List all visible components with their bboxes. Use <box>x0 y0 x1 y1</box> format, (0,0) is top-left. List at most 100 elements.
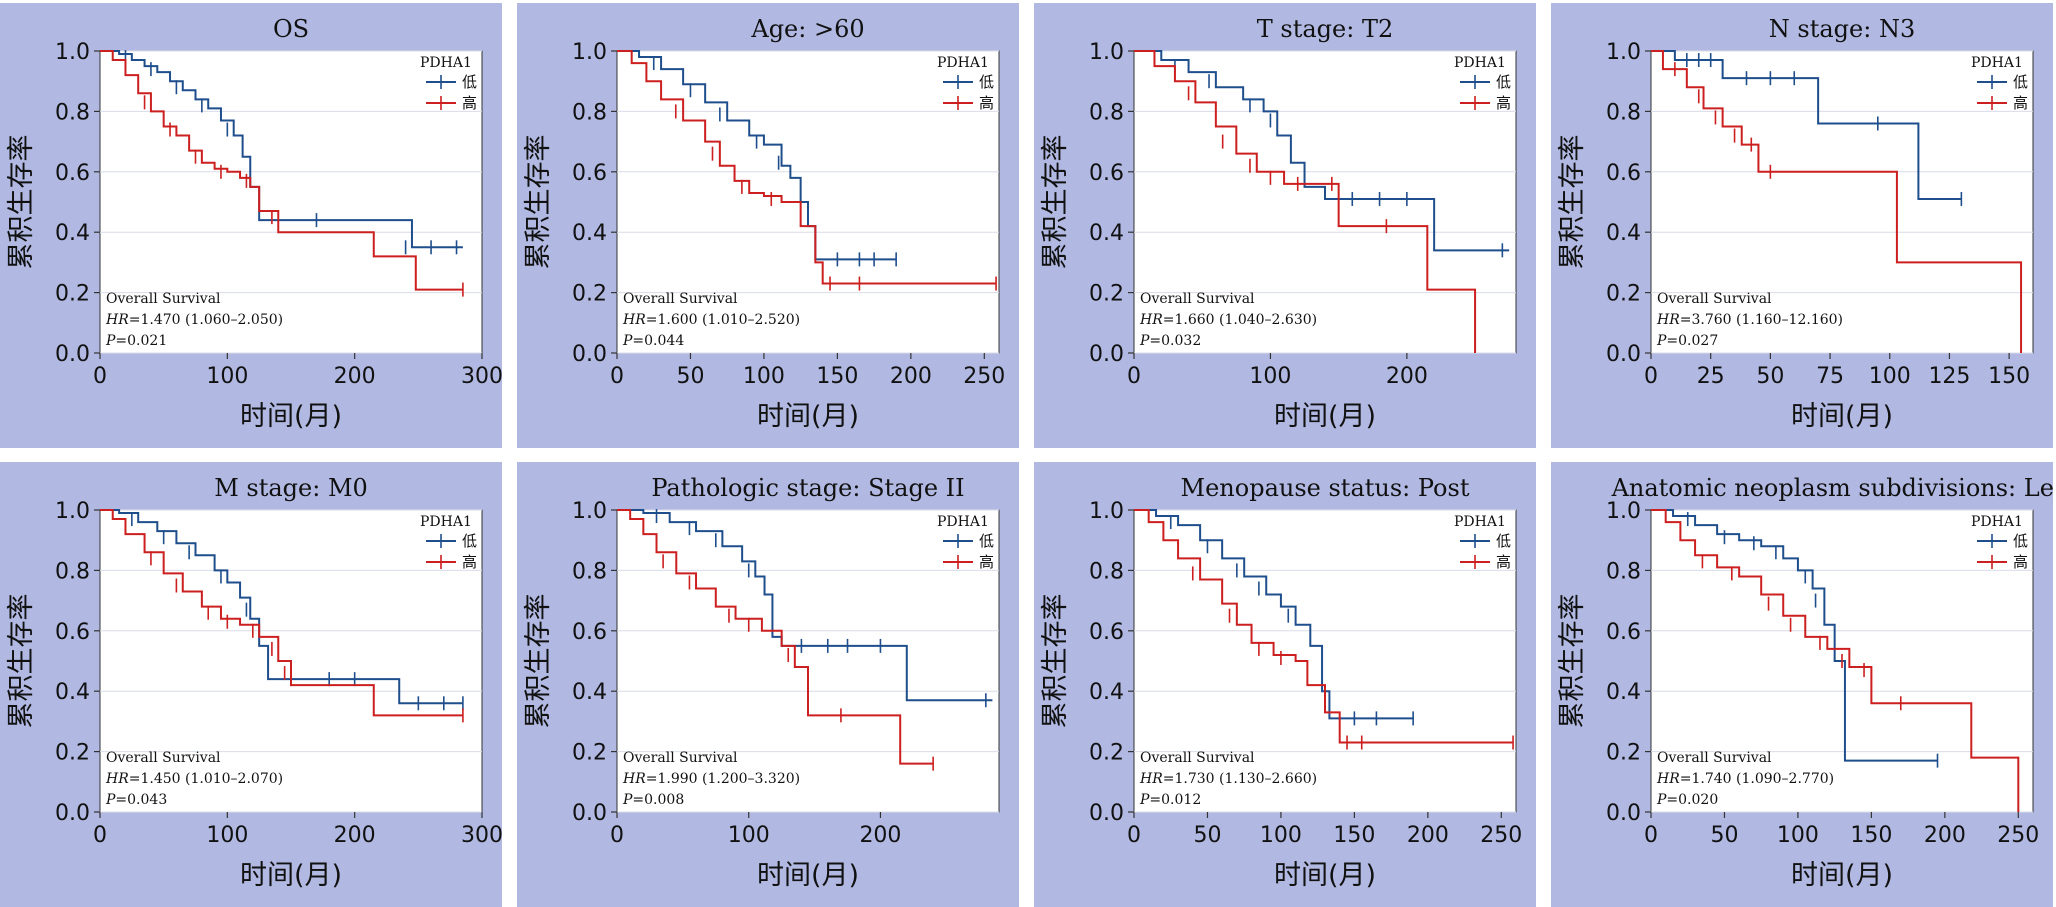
km-panel: Pathologic stage: Stage II 0.0 0.2 0.4 0.6 0.… <box>517 462 1019 907</box>
x-tick-label: 300 <box>461 823 502 848</box>
y-tick-label: 0.0 <box>55 342 90 367</box>
legend-item: 低 <box>462 73 477 91</box>
survival-curve <box>1651 509 1938 762</box>
y-tick-label: 0.6 <box>1089 620 1124 645</box>
x-axis-label: 时间(月) <box>240 860 342 891</box>
x-tick-label: 100 <box>1869 364 1911 389</box>
y-tick-label: 0.0 <box>1606 342 1641 367</box>
annotation-hr: HR=3.760 (1.160–12.160) <box>1656 312 1843 328</box>
annotation-hr: HR=1.660 (1.040–2.630) <box>1139 312 1317 328</box>
annotation-p: P=0.008 <box>622 792 684 808</box>
annotation-hr-label: HR <box>105 312 129 328</box>
legend-title: PDHA1 <box>420 514 472 530</box>
annotation-p: P=0.021 <box>105 333 167 349</box>
legend-item: 低 <box>1496 532 1511 550</box>
y-tick-label: 0.4 <box>572 680 607 705</box>
legend-title: PDHA1 <box>1454 55 1506 71</box>
annotation-title: Overall Survival <box>1657 291 1772 307</box>
annotation-p-value: =0.020 <box>1666 792 1718 808</box>
legend-title: PDHA1 <box>1971 55 2023 71</box>
legend-title: PDHA1 <box>937 55 989 71</box>
plot-area <box>616 509 1000 813</box>
x-tick-label: 100 <box>206 364 248 389</box>
x-tick-label: 50 <box>676 364 704 389</box>
km-panel: Age: >60 0.0 0.2 0.4 0.6 0.8 1.0 0 50 100 150 200 25… <box>517 3 1019 448</box>
km-chart-svg: Age: >60 0.0 0.2 0.4 0.6 0.8 1.0 0 50 100 150 200 25… <box>523 15 1005 432</box>
x-tick-label: 100 <box>743 364 785 389</box>
y-axis-label: 累积生存率 <box>1040 135 1071 270</box>
x-tick-label: 250 <box>963 364 1005 389</box>
x-axis-label: 时间(月) <box>757 860 859 891</box>
annotation-hr-label: HR <box>622 312 646 328</box>
legend-item: 低 <box>2013 73 2028 91</box>
x-tick-label: 0 <box>93 364 107 389</box>
annotation-p: P=0.032 <box>1139 333 1201 349</box>
annotation-p-value: =0.032 <box>1149 333 1201 349</box>
annotation-hr: HR=1.450 (1.010–2.070) <box>105 771 283 787</box>
survival-curve <box>100 50 463 291</box>
x-tick-label: 200 <box>334 364 376 389</box>
x-tick-label: 125 <box>1928 364 1970 389</box>
y-axis-label: 累积生存率 <box>1557 594 1588 729</box>
plot-area <box>1133 50 1517 354</box>
y-tick-label: 0.2 <box>1089 282 1124 307</box>
annotation-p-label: P <box>105 333 116 349</box>
annotation-hr-value: =1.660 (1.040–2.630) <box>1163 312 1317 328</box>
y-tick-label: 1.0 <box>572 499 607 524</box>
y-tick-label: 0.2 <box>55 741 90 766</box>
chart-title: Anatomic neoplasm subdivisions: Left <box>1611 474 2053 502</box>
km-panel: N stage: N3 0.0 0.2 0.4 0.6 0.8 1.0 0 25 50 75 100 1… <box>1551 3 2053 448</box>
y-tick-label: 0.2 <box>1606 741 1641 766</box>
legend-title: PDHA1 <box>1454 514 1506 530</box>
y-tick-label: 0.6 <box>1606 161 1641 186</box>
annotation-hr-value: =1.990 (1.200–3.320) <box>646 771 800 787</box>
y-tick-label: 0.0 <box>1606 801 1641 826</box>
y-tick-label: 0.4 <box>1606 680 1641 705</box>
y-tick-label: 0.2 <box>1089 741 1124 766</box>
km-panel: T stage: T2 0.0 0.2 0.4 0.6 0.8 1.0 0 100 200 时间(月… <box>1034 3 1536 448</box>
km-chart-svg: Pathologic stage: Stage II 0.0 0.2 0.4 0.6 0.… <box>523 474 1000 891</box>
annotation-hr-label: HR <box>622 771 646 787</box>
chart-title: OS <box>273 15 309 43</box>
legend-item: 低 <box>2013 532 2028 550</box>
y-tick-label: 0.0 <box>1089 801 1124 826</box>
x-tick-label: 200 <box>334 823 376 848</box>
legend-item: 低 <box>979 73 994 91</box>
survival-curve <box>100 50 463 249</box>
y-tick-label: 1.0 <box>55 499 90 524</box>
y-tick-label: 0.6 <box>572 161 607 186</box>
annotation-hr: HR=1.740 (1.090–2.770) <box>1656 771 1834 787</box>
x-tick-label: 200 <box>1407 823 1449 848</box>
y-axis-label: 累积生存率 <box>1040 594 1071 729</box>
y-tick-label: 0.4 <box>1089 221 1124 246</box>
km-chart-svg: M stage: M0 0.0 0.2 0.4 0.6 0.8 1.0 0 100 200 300 时… <box>6 474 502 891</box>
legend-item: 高 <box>1496 553 1511 571</box>
legend-item: 低 <box>979 532 994 550</box>
x-tick-label: 100 <box>728 823 770 848</box>
x-tick-label: 150 <box>1850 823 1892 848</box>
x-axis-label: 时间(月) <box>1791 860 1893 891</box>
y-tick-label: 1.0 <box>1089 40 1124 65</box>
survival-curve <box>1134 509 1514 744</box>
legend-title: PDHA1 <box>937 514 989 530</box>
annotation-title: Overall Survival <box>1140 750 1255 766</box>
survival-curve <box>1134 50 1510 252</box>
annotation-hr-label: HR <box>1139 312 1163 328</box>
chart-title: M stage: M0 <box>214 474 368 502</box>
y-tick-label: 0.6 <box>55 620 90 645</box>
annotation-p-label: P <box>105 792 116 808</box>
y-tick-label: 0.8 <box>55 100 90 125</box>
km-chart-svg: N stage: N3 0.0 0.2 0.4 0.6 0.8 1.0 0 25 50 75 100 1… <box>1557 15 2034 432</box>
x-tick-label: 25 <box>1697 364 1725 389</box>
y-tick-label: 0.8 <box>1089 100 1124 125</box>
chart-title: T stage: T2 <box>1257 15 1393 43</box>
annotation-p-label: P <box>622 333 633 349</box>
x-tick-label: 150 <box>816 364 858 389</box>
x-tick-label: 75 <box>1816 364 1844 389</box>
chart-title: Pathologic stage: Stage II <box>651 474 964 502</box>
survival-curve <box>617 509 934 765</box>
chart-title: Menopause status: Post <box>1181 474 1470 502</box>
annotation-p: P=0.043 <box>105 792 167 808</box>
x-tick-label: 0 <box>1127 823 1141 848</box>
y-axis-label: 累积生存率 <box>6 135 37 270</box>
